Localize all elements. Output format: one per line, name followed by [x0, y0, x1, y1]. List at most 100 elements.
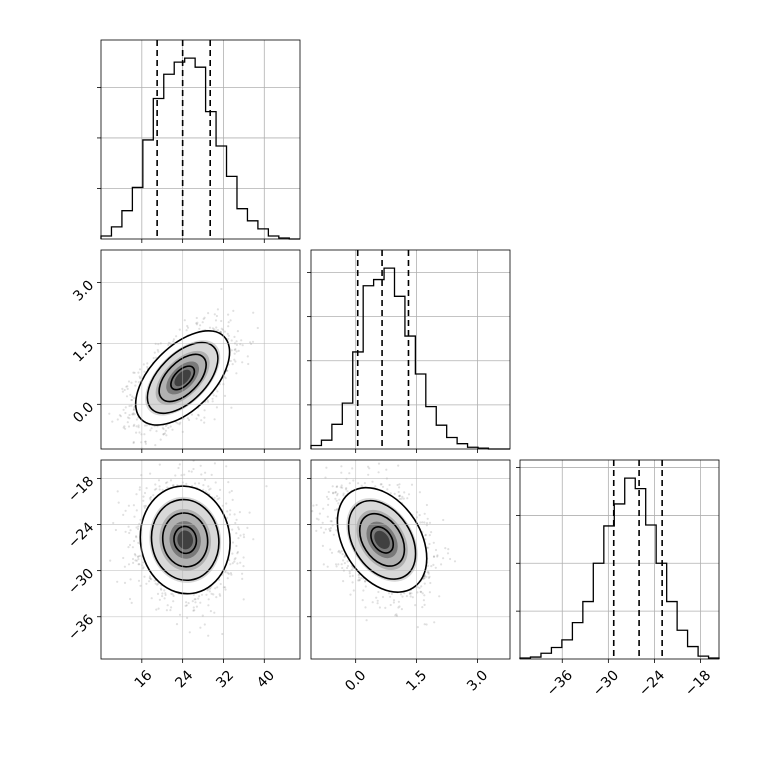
- scatter-point: [155, 430, 158, 433]
- scatter-point: [117, 501, 120, 504]
- scatter-point: [135, 425, 138, 428]
- scatter-point: [229, 563, 232, 566]
- scatter-point: [337, 550, 340, 553]
- scatter-point: [433, 621, 436, 624]
- scatter-point: [423, 594, 426, 597]
- scatter-point: [149, 496, 153, 499]
- scatter-point: [397, 606, 400, 609]
- scatter-point: [137, 579, 141, 582]
- scatter-point: [351, 581, 354, 584]
- scatter-point: [135, 536, 138, 539]
- scatter-point: [197, 413, 200, 416]
- scatter-point: [376, 599, 379, 602]
- scatter-point: [419, 521, 422, 524]
- scatter-point: [405, 595, 408, 598]
- scatter-point: [207, 400, 210, 403]
- scatter-point: [416, 586, 419, 589]
- scatter-point: [234, 348, 237, 351]
- pair-0-2-contour: [173, 525, 198, 555]
- scatter-point: [352, 479, 355, 482]
- scatter-point: [371, 480, 374, 483]
- scatter-point: [398, 497, 401, 500]
- scatter-point: [335, 508, 338, 511]
- scatter-point: [166, 604, 169, 607]
- scatter-point: [342, 492, 345, 495]
- scatter-point: [246, 355, 249, 358]
- scatter-point: [183, 319, 186, 322]
- scatter-point: [143, 505, 146, 508]
- scatter-point: [127, 504, 130, 507]
- scatter-point: [199, 324, 202, 327]
- scatter-point: [335, 565, 338, 568]
- scatter-point: [135, 418, 138, 421]
- scatter-point: [176, 422, 179, 425]
- scatter-point: [145, 424, 148, 427]
- scatter-point: [216, 329, 220, 332]
- scatter-point: [329, 529, 332, 532]
- scatter-point: [242, 533, 245, 536]
- scatter-point: [188, 631, 191, 634]
- scatter-point: [248, 511, 251, 514]
- scatter-point: [155, 487, 158, 490]
- hist-1-frame: [310, 249, 511, 450]
- scatter-point: [190, 413, 194, 416]
- scatter-point: [213, 418, 216, 421]
- scatter-point: [118, 414, 121, 417]
- scatter-point: [193, 598, 196, 601]
- scatter-point: [178, 613, 182, 616]
- scatter-point: [137, 563, 140, 566]
- scatter-point: [421, 521, 424, 524]
- scatter-point: [425, 503, 428, 507]
- scatter-point: [226, 332, 229, 335]
- scatter-point: [371, 601, 374, 604]
- scatter-point: [403, 592, 406, 595]
- scatter-point: [241, 572, 244, 575]
- scatter-point: [367, 465, 370, 468]
- scatter-point: [132, 413, 135, 416]
- scatter-point: [312, 504, 315, 507]
- scatter-point: [162, 427, 165, 431]
- scatter-point: [138, 554, 141, 558]
- hist-2: [516, 460, 720, 663]
- scatter-point: [192, 609, 195, 612]
- scatter-point: [428, 575, 431, 578]
- scatter-point: [108, 412, 111, 415]
- scatter-point: [438, 595, 441, 598]
- scatter-point: [158, 488, 161, 491]
- scatter-point: [125, 385, 128, 388]
- scatter-point: [315, 529, 318, 533]
- scatter-point: [432, 555, 436, 558]
- scatter-point: [252, 538, 255, 541]
- scatter-point: [126, 385, 129, 388]
- scatter-point: [197, 414, 200, 417]
- scatter-point: [126, 421, 129, 424]
- scatter-point: [410, 592, 413, 595]
- scatter-point: [237, 528, 241, 531]
- scatter-point: [166, 486, 169, 489]
- scatter-point: [185, 604, 188, 607]
- scatter-point: [233, 513, 236, 516]
- scatter-point: [177, 466, 180, 470]
- scatter-point: [190, 470, 193, 473]
- scatter-point: [265, 485, 268, 488]
- scatter-point: [135, 509, 138, 512]
- scatter-point: [235, 544, 238, 548]
- scatter-point: [158, 463, 161, 466]
- scatter-point: [144, 440, 147, 443]
- scatter-point: [128, 543, 132, 547]
- scatter-point: [223, 330, 226, 333]
- scatter-point: [434, 548, 438, 552]
- scatter-point: [160, 588, 163, 591]
- scatter-point: [130, 398, 133, 402]
- scatter-point: [337, 502, 340, 505]
- scatter-point: [427, 576, 431, 580]
- scatter-point: [403, 491, 406, 494]
- scatter-point: [418, 586, 421, 590]
- scatter-point: [396, 483, 399, 487]
- scatter-point: [332, 492, 335, 495]
- scatter-point: [142, 363, 145, 366]
- scatter-point: [179, 421, 182, 424]
- scatter-point: [227, 313, 230, 316]
- scatter-point: [322, 531, 326, 534]
- scatter-point: [239, 561, 242, 564]
